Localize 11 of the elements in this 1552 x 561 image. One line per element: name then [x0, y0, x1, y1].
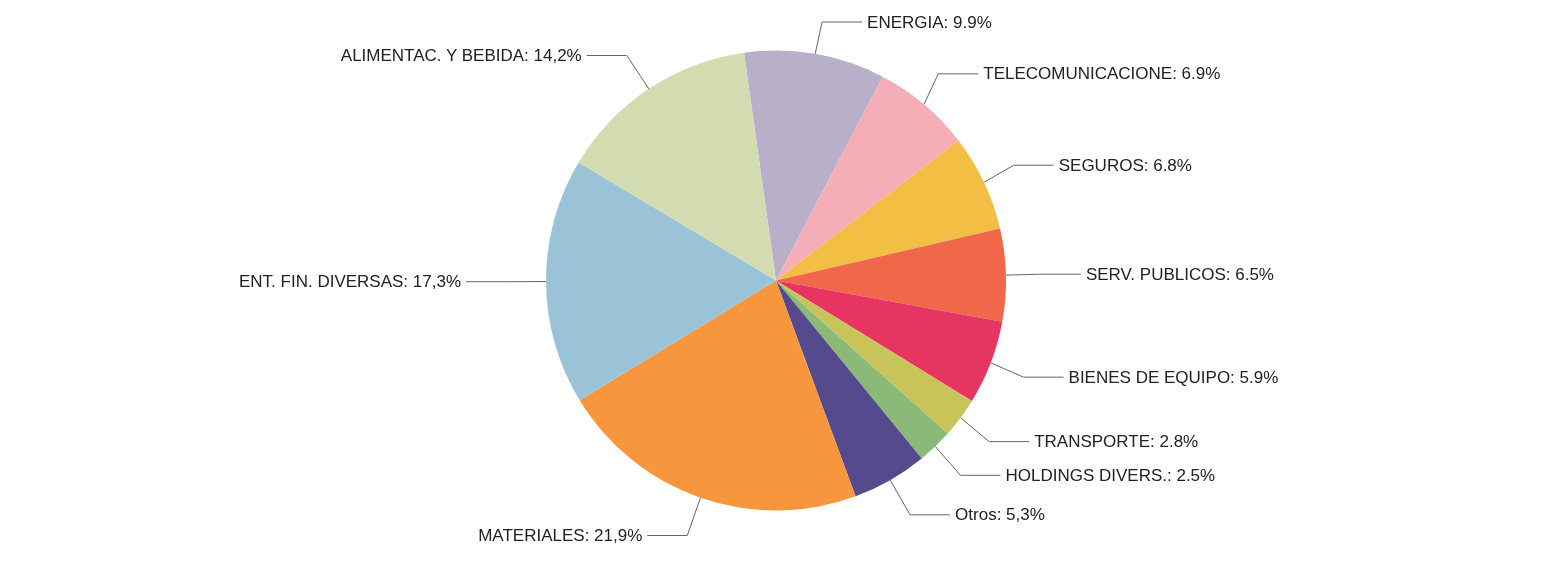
slice-label: TELECOMUNICACIONE: 6.9%	[983, 64, 1221, 84]
slice-label: ENT. FIN. DIVERSAS: 17,3%	[238, 272, 461, 292]
slice-label: ALIMENTAC. Y BEBIDA: 14,2%	[340, 46, 582, 66]
slice-label: Otros: 5,3%	[955, 505, 1045, 525]
slice-label: SEGUROS: 6.8%	[1058, 155, 1192, 175]
slice-label: TRANSPORTE: 2.8%	[1034, 432, 1199, 452]
slice-label: HOLDINGS DIVERS.: 2.5%	[1005, 465, 1216, 485]
slice-label: MATERIALES: 21,9%	[478, 526, 643, 546]
slice-label: SERV. PUBLICOS: 6.5%	[1085, 264, 1274, 284]
slice-label: ENERGIA: 9.9%	[867, 12, 992, 32]
slice-label: BIENES DE EQUIPO: 5.9%	[1068, 367, 1279, 387]
